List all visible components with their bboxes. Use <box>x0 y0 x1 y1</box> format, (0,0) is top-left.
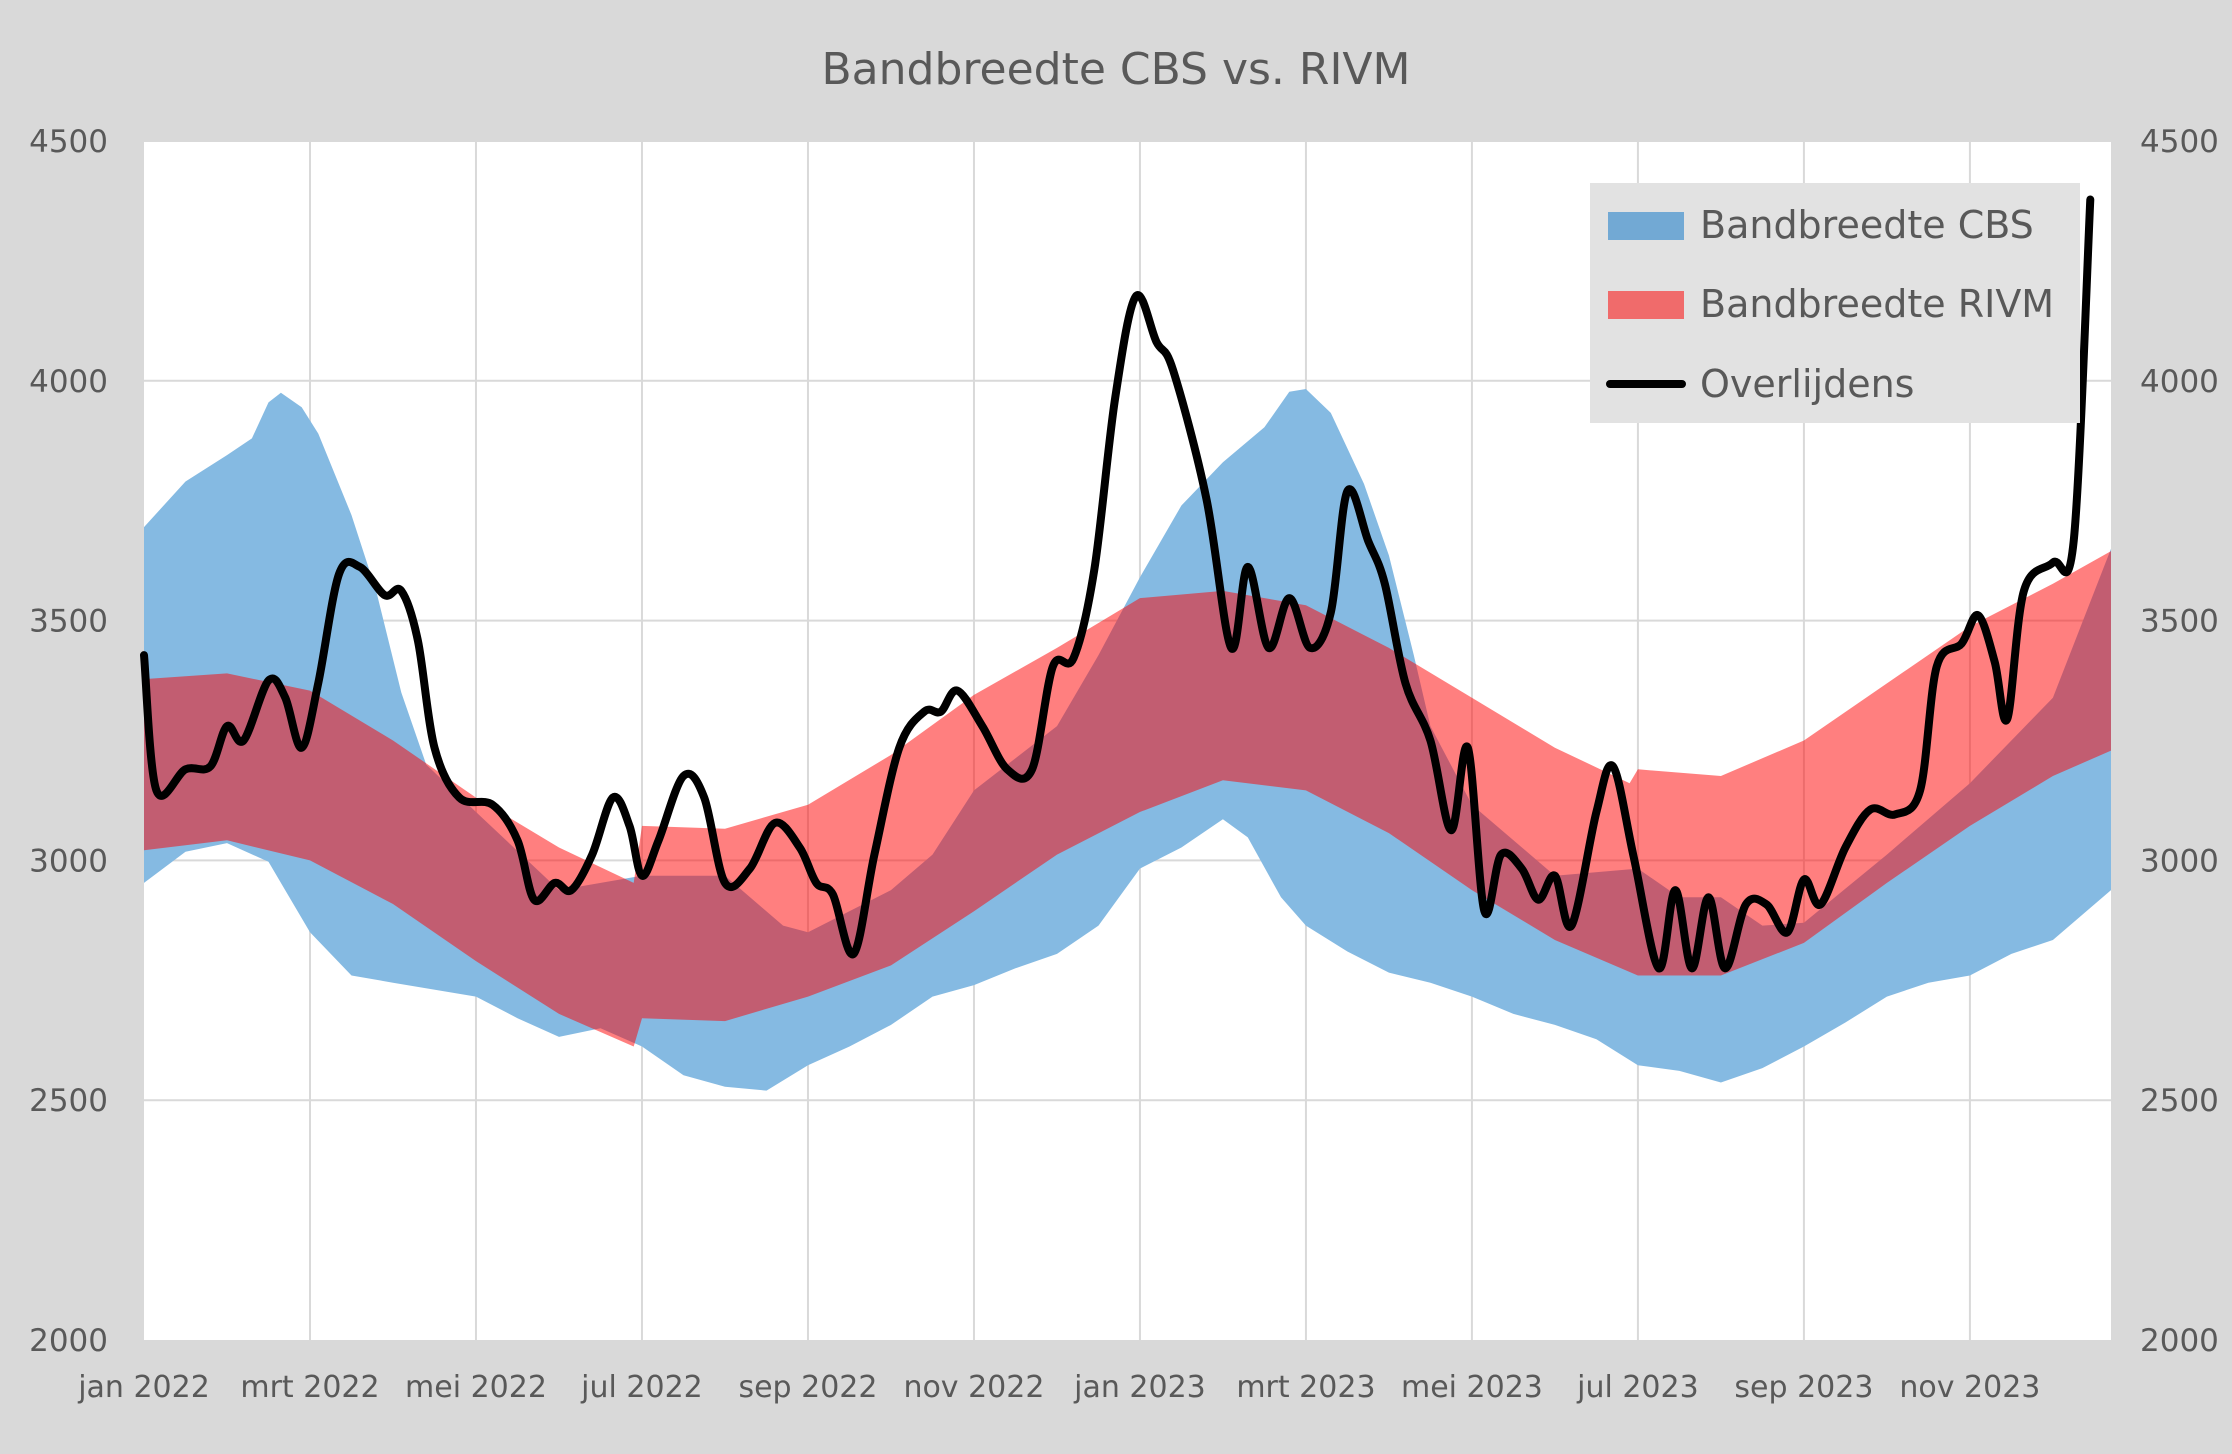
y-tick-label-left: 2000 <box>29 1323 108 1359</box>
x-tick-label: jan 2022 <box>77 1370 210 1405</box>
y-axis-left: 2000 2500 3000 3500 4000 4500 <box>29 124 108 1359</box>
y-tick-label-left: 2500 <box>29 1083 108 1119</box>
legend-label-line: Overlijdens <box>1700 362 1914 406</box>
x-tick-label: jul 2022 <box>580 1370 703 1405</box>
legend-label-cbs: Bandbreedte CBS <box>1700 203 2034 247</box>
x-tick-label: nov 2022 <box>903 1370 1044 1405</box>
x-tick-label: mrt 2022 <box>240 1370 379 1405</box>
deaths-line <box>140 195 2095 973</box>
x-tick-label: mei 2022 <box>405 1370 547 1405</box>
x-axis: jan 2022 mrt 2022 mei 2022 jul 2022 sep 2022… <box>77 1370 2040 1405</box>
y-tick-label-right: 2500 <box>2140 1083 2219 1119</box>
legend-swatch-cbs <box>1608 212 1684 240</box>
chart-title: Bandbreedte CBS vs. RIVM <box>822 44 1411 95</box>
x-tick-label: jul 2023 <box>1576 1370 1699 1405</box>
y-tick-label-right: 3500 <box>2140 604 2219 640</box>
y-tick-label-right: 4500 <box>2140 124 2219 160</box>
y-tick-label-left: 4000 <box>29 364 108 400</box>
y-tick-label-left: 3500 <box>29 604 108 640</box>
y-axis-right: 2000 2500 3000 3500 4000 4500 <box>2140 124 2219 1359</box>
y-tick-label-right: 4000 <box>2140 364 2219 400</box>
y-tick-label-right: 2000 <box>2140 1323 2219 1359</box>
y-tick-label-left: 3000 <box>29 843 108 879</box>
deaths-line-group <box>140 195 2095 973</box>
legend: Bandbreedte CBS Bandbreedte RIVM Overlij… <box>1590 183 2080 423</box>
x-tick-label: mei 2023 <box>1401 1370 1543 1405</box>
legend-label-rivm: Bandbreedte RIVM <box>1700 282 2054 326</box>
x-tick-label: sep 2023 <box>1734 1370 1873 1405</box>
legend-swatch-rivm <box>1608 291 1684 319</box>
x-tick-label: mrt 2023 <box>1236 1370 1375 1405</box>
x-tick-label: sep 2022 <box>738 1370 877 1405</box>
x-tick-label: nov 2023 <box>1899 1370 2040 1405</box>
band-rivm <box>144 551 2111 1047</box>
bands <box>144 389 2111 1091</box>
x-tick-label: jan 2023 <box>1073 1370 1206 1405</box>
y-tick-label-left: 4500 <box>29 124 108 160</box>
y-tick-label-right: 3000 <box>2140 843 2219 879</box>
